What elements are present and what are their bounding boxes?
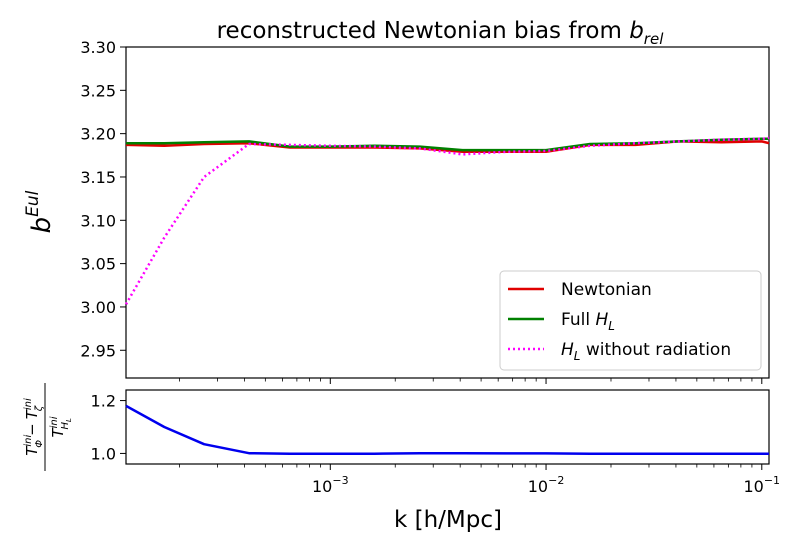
bottom-x-tick-label: 10−1 <box>743 474 780 496</box>
legend-label-full-hl: Full HL <box>561 310 615 333</box>
bottom-series-0-line <box>125 404 769 455</box>
top-y-tick-label: 3.10 <box>80 211 116 230</box>
chart-title: reconstructed Newtonian bias from brel <box>217 18 665 48</box>
bottom-panel: 1.0 1.2 10−3 10−2 10−1 k [h/Mpc] TiniΦ−Tini… <box>23 383 780 533</box>
bottom-series-group <box>125 404 769 455</box>
top-y-tick-label: 3.15 <box>80 168 116 187</box>
ylabel-numerator: TiniΦ−Tiniζ <box>23 398 45 456</box>
bottom-y-tick-label: 1.2 <box>91 392 116 411</box>
top-series-2-line <box>124 136 770 305</box>
top-panel: 2.95 3.00 3.05 3.10 3.15 3.20 3.25 3.30 bEul Ne… <box>23 38 770 384</box>
top-series-group <box>124 136 770 305</box>
bottom-x-axis-label: k [h/Mpc] <box>394 507 502 533</box>
top-series-1-line <box>126 137 769 152</box>
legend-box <box>499 270 762 371</box>
top-y-tick-label: 3.05 <box>80 255 116 274</box>
bottom-y-ticks: 1.0 1.2 <box>91 392 126 463</box>
bottom-y-tick-label: 1.0 <box>91 444 116 463</box>
top-y-tick-label: 2.95 <box>80 341 116 360</box>
legend-label-hl-no-radiation: HL without radiation <box>561 340 731 363</box>
bottom-x-tick-label: 10−3 <box>312 474 349 496</box>
top-y-tick-label: 3.20 <box>80 125 116 144</box>
top-x-ticks <box>179 378 763 384</box>
bottom-plot-frame <box>125 389 770 465</box>
bottom-x-tick-label: 10−2 <box>528 474 565 496</box>
ylabel-denominator: TiniHL <box>49 416 73 437</box>
bottom-y-axis-label: TiniΦ−Tiniζ TiniHL <box>23 383 73 471</box>
legend-label-newtonian: Newtonian <box>561 280 652 300</box>
top-y-tick-label: 3.00 <box>80 298 116 317</box>
top-y-tick-label: 3.30 <box>80 38 116 57</box>
top-y-axis-label: bEul <box>23 190 57 233</box>
top-y-tick-label: 3.25 <box>80 81 116 100</box>
bottom-x-ticks: 10−3 10−2 10−1 <box>179 464 780 496</box>
top-y-ticks: 2.95 3.00 3.05 3.10 3.15 3.20 3.25 3.30 <box>80 38 126 360</box>
legend: Newtonian Full HL HL without radiation <box>499 270 762 371</box>
